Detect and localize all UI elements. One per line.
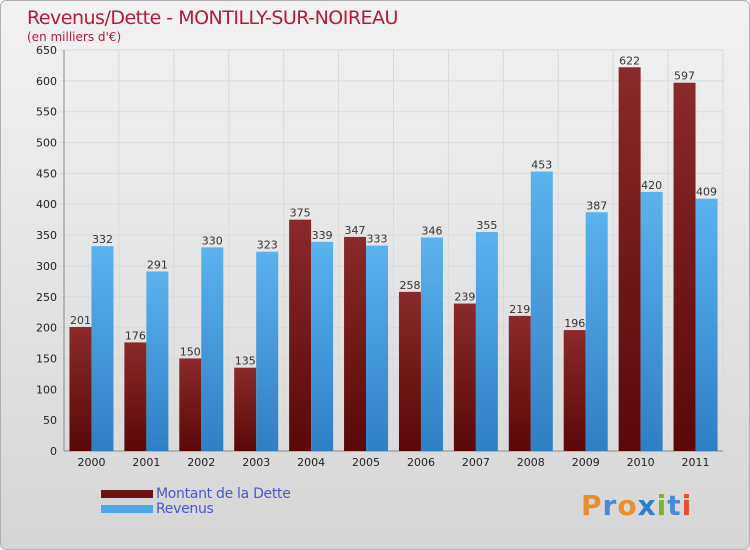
- data-label-revenus: 332: [92, 233, 113, 246]
- bar-revenus: [201, 247, 224, 451]
- y-tick-label: 0: [50, 445, 57, 458]
- data-label-dette: 150: [180, 345, 201, 358]
- data-label-dette: 239: [454, 291, 475, 304]
- logo-letter: P: [581, 489, 603, 522]
- data-label-dette: 347: [345, 224, 366, 237]
- x-tick-label: 2006: [407, 456, 435, 469]
- data-label-revenus: 355: [476, 219, 497, 232]
- x-tick-label: 2011: [682, 456, 710, 469]
- y-tick-label: 350: [36, 229, 57, 242]
- x-tick-label: 2005: [352, 456, 380, 469]
- x-tick-label: 2008: [517, 456, 545, 469]
- data-label-revenus: 346: [421, 225, 442, 238]
- bar-revenus: [585, 212, 608, 451]
- bar-dette: [179, 358, 202, 451]
- logo-letter: i: [656, 489, 668, 522]
- x-tick-label: 2004: [297, 456, 325, 469]
- x-tick-label: 2007: [462, 456, 490, 469]
- x-tick-label: 2000: [77, 456, 105, 469]
- y-tick-label: 50: [43, 414, 57, 427]
- bar-dette: [69, 326, 92, 451]
- legend-swatch-dette: [101, 490, 153, 498]
- bar-revenus: [695, 198, 718, 451]
- data-label-revenus: 409: [696, 186, 717, 199]
- y-tick-label: 550: [36, 106, 57, 119]
- bar-revenus: [366, 245, 389, 451]
- logo-letter: t: [667, 489, 682, 522]
- legend-label-dette: Montant de la Dette: [156, 486, 291, 502]
- data-label-dette: 597: [674, 70, 695, 83]
- y-tick-label: 600: [36, 75, 57, 88]
- data-label-revenus: 387: [586, 199, 607, 212]
- logo-letter: i: [681, 489, 693, 522]
- bar-revenus: [420, 237, 443, 451]
- proxiti-logo: Proxiti: [581, 489, 692, 522]
- data-label-dette: 375: [290, 207, 311, 220]
- bar-dette: [618, 67, 641, 451]
- bar-dette: [398, 291, 421, 451]
- data-label-dette: 176: [125, 329, 146, 342]
- data-label-revenus: 333: [367, 233, 388, 246]
- data-label-revenus: 339: [312, 229, 333, 242]
- data-label-dette: 201: [70, 314, 91, 327]
- x-tick-label: 2003: [242, 456, 270, 469]
- bar-revenus: [146, 271, 169, 451]
- chart-subtitle: (en milliers d'€): [27, 30, 122, 44]
- x-tick-label: 2002: [187, 456, 215, 469]
- y-tick-label: 200: [36, 322, 57, 335]
- x-tick-label: 2010: [627, 456, 655, 469]
- bar-revenus: [640, 191, 663, 451]
- data-label-dette: 258: [399, 279, 420, 292]
- bar-dette: [234, 367, 257, 451]
- y-tick-label: 150: [36, 352, 57, 365]
- data-label-dette: 219: [509, 303, 530, 316]
- data-label-dette: 135: [235, 355, 256, 368]
- y-tick-label: 300: [36, 260, 57, 273]
- y-tick-label: 500: [36, 137, 57, 150]
- x-tick-label: 2009: [572, 456, 600, 469]
- x-tick-label: 2001: [132, 456, 160, 469]
- bar-dette: [563, 330, 586, 451]
- bar-dette: [453, 303, 476, 451]
- data-label-revenus: 323: [257, 239, 278, 252]
- y-tick-label: 450: [36, 167, 57, 180]
- bar-revenus: [475, 231, 498, 451]
- legend-label-revenus: Revenus: [156, 501, 214, 517]
- logo-letter: r: [602, 489, 618, 522]
- chart-title: Revenus/Dette - MONTILLY-SUR-NOIREAU: [27, 7, 398, 29]
- data-label-revenus: 453: [531, 159, 552, 172]
- bar-dette: [124, 342, 147, 451]
- bar-revenus: [91, 246, 114, 451]
- bar-revenus: [530, 171, 553, 451]
- y-tick-label: 650: [36, 44, 57, 57]
- data-label-revenus: 291: [147, 258, 168, 271]
- bar-dette: [673, 82, 696, 451]
- bar-dette: [289, 219, 312, 451]
- bar-revenus: [311, 241, 334, 451]
- logo-letter: o: [617, 489, 638, 522]
- y-tick-label: 100: [36, 383, 57, 396]
- y-tick-label: 250: [36, 291, 57, 304]
- data-label-revenus: 330: [202, 234, 223, 247]
- data-label-dette: 622: [619, 54, 640, 67]
- logo-letter: x: [637, 489, 657, 522]
- legend-swatch-revenus: [101, 505, 153, 513]
- bar-dette: [344, 236, 367, 451]
- bar-revenus: [256, 251, 279, 451]
- data-label-dette: 196: [564, 317, 585, 330]
- data-label-revenus: 420: [641, 179, 662, 192]
- bar-dette: [508, 315, 531, 451]
- y-tick-label: 400: [36, 198, 57, 211]
